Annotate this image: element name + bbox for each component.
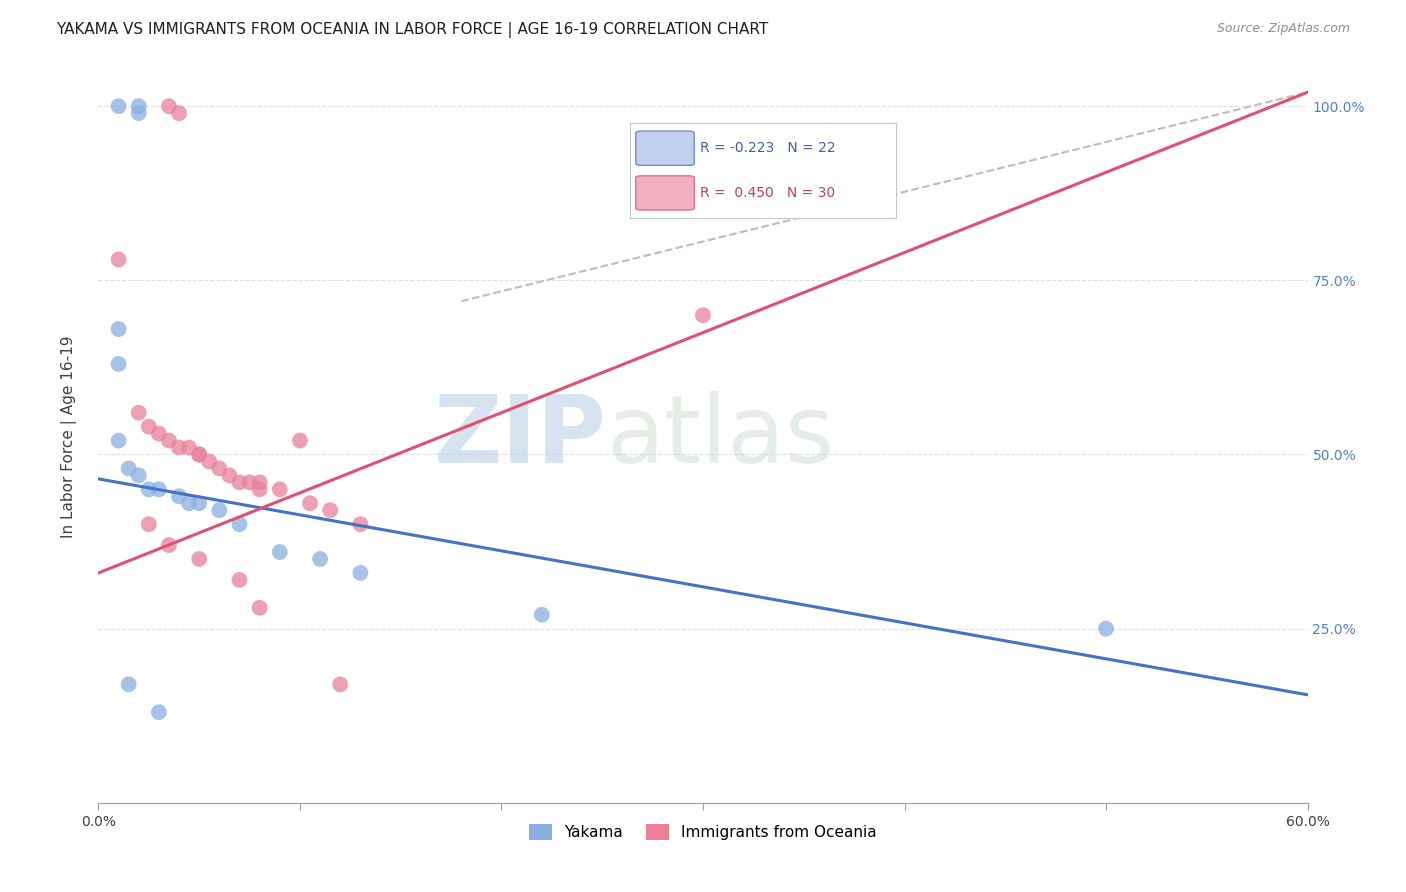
Point [309, 552, 332, 566]
Point [157, 538, 180, 552]
Point [107, 357, 129, 371]
Point [269, 483, 291, 497]
Y-axis label: In Labor Force | Age 16-19: In Labor Force | Age 16-19 [60, 335, 77, 539]
Text: atlas: atlas [606, 391, 835, 483]
Point [208, 461, 231, 475]
Point [692, 308, 714, 322]
Point [208, 503, 231, 517]
Point [167, 441, 190, 455]
Point [188, 448, 211, 462]
Point [128, 468, 150, 483]
Point [228, 475, 250, 490]
Point [329, 677, 352, 691]
Point [157, 434, 180, 448]
Point [188, 448, 211, 462]
Point [218, 468, 240, 483]
Point [249, 475, 271, 490]
Point [239, 475, 262, 490]
Text: ZIP: ZIP [433, 391, 606, 483]
Point [249, 600, 271, 615]
Point [148, 705, 170, 719]
Point [107, 322, 129, 336]
Point [148, 426, 170, 441]
Text: YAKAMA VS IMMIGRANTS FROM OCEANIA IN LABOR FORCE | AGE 16-19 CORRELATION CHART: YAKAMA VS IMMIGRANTS FROM OCEANIA IN LAB… [56, 22, 769, 38]
Point [148, 483, 170, 497]
Point [138, 483, 160, 497]
Point [249, 483, 271, 497]
Point [167, 489, 190, 503]
Point [1095, 622, 1118, 636]
Point [299, 496, 322, 510]
Point [188, 552, 211, 566]
Point [198, 454, 221, 468]
Point [167, 106, 190, 120]
Point [118, 677, 141, 691]
Point [288, 434, 311, 448]
Point [228, 517, 250, 532]
Point [179, 441, 201, 455]
Point [107, 252, 129, 267]
Point [319, 503, 342, 517]
Point [128, 106, 150, 120]
Point [107, 434, 129, 448]
Point [179, 496, 201, 510]
Point [349, 566, 371, 580]
Point [530, 607, 553, 622]
Legend: Yakama, Immigrants from Oceania: Yakama, Immigrants from Oceania [523, 818, 883, 847]
Point [128, 99, 150, 113]
Text: Source: ZipAtlas.com: Source: ZipAtlas.com [1216, 22, 1350, 36]
Point [157, 99, 180, 113]
Point [228, 573, 250, 587]
Point [138, 419, 160, 434]
Point [118, 461, 141, 475]
Point [349, 517, 371, 532]
Point [138, 517, 160, 532]
Point [107, 99, 129, 113]
Point [128, 406, 150, 420]
Point [269, 545, 291, 559]
Point [188, 496, 211, 510]
